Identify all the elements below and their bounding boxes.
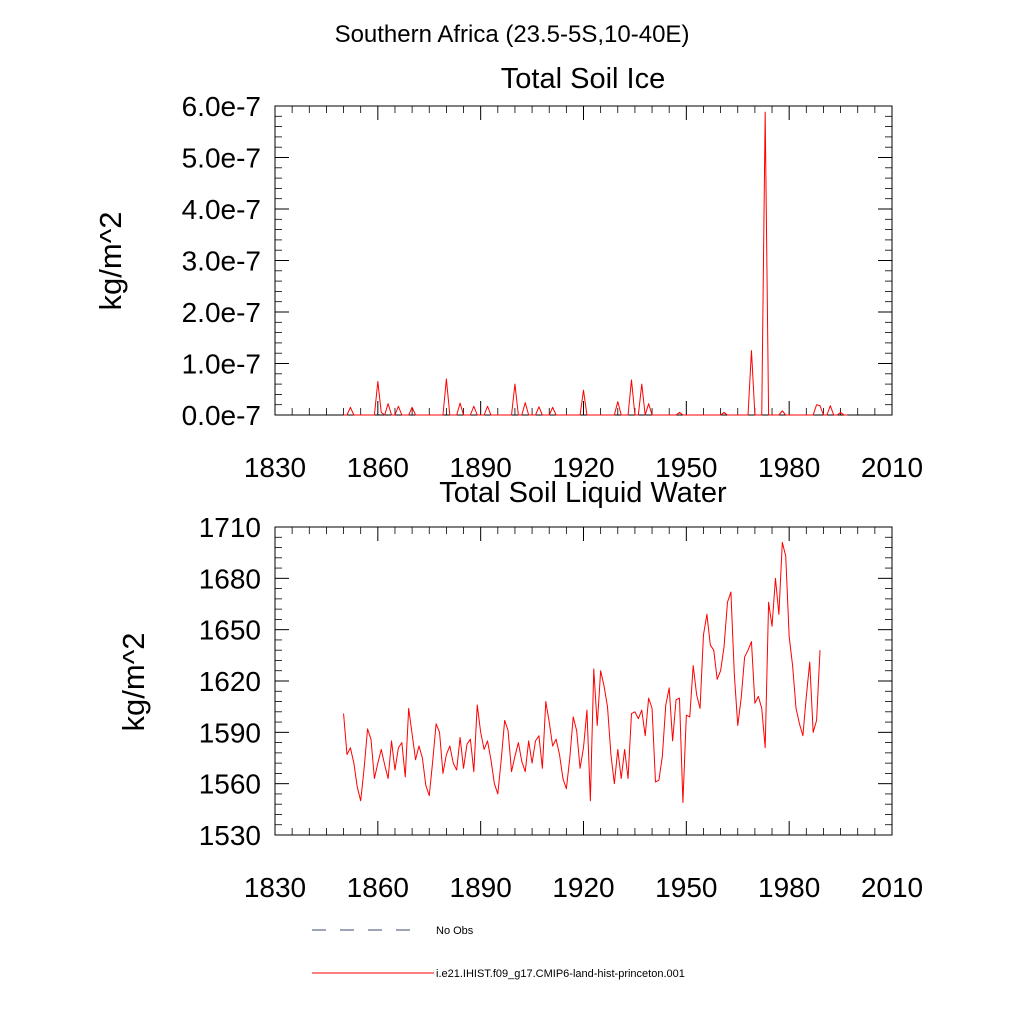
axis-ticks-total-soil-ice [274,105,893,416]
y-tick-label: 1710 [199,512,261,543]
chart-panel-total-soil-liquid-water: Total Soil Liquid Water kg/m^2 1830 1860 1… [116,477,923,903]
series-line-total-soil-liquid-water [343,541,821,803]
y-tick-label: 4.0e-7 [182,194,261,225]
x-tick-label: 1890 [450,872,512,903]
y-tick-label: 1620 [199,666,261,697]
y-tick-label: 3.0e-7 [182,246,261,277]
figure-suptitle: Southern Africa (23.5-5S,10-40E) [335,21,690,48]
y-tick-label: 0.0e-7 [182,400,261,431]
axis-ticks-total-soil-liquid-water [274,526,893,836]
axis-tick-labels-total-soil-liquid-water: 1830 1860 1890 1920 1950 1980 2010 1530 1560 1590… [199,512,923,903]
x-tick-label: 2010 [861,452,923,483]
y-axis-label-total-soil-liquid-water: kg/m^2 [116,633,151,732]
plot-frame-total-soil-ice [274,105,893,416]
legend-label-model-run: i.e21.IHIST.f09_g17.CMIP6-land-hist-prin… [436,968,685,980]
x-tick-label: 1830 [244,452,306,483]
x-tick-label: 1920 [552,452,614,483]
series-line-total-soil-ice [343,111,848,416]
x-tick-label: 2010 [861,872,923,903]
chart-title-total-soil-ice: Total Soil Ice [501,63,665,95]
y-tick-label: 1680 [199,563,261,594]
x-tick-label: 1890 [450,452,512,483]
chart-title-total-soil-liquid-water: Total Soil Liquid Water [439,477,727,509]
legend-label-no-obs: No Obs [436,925,474,937]
x-tick-label: 1830 [244,872,306,903]
y-tick-label: 1530 [199,820,261,851]
y-tick-label: 1650 [199,615,261,646]
axis-tick-labels-total-soil-ice: 1830 1860 1890 1920 1950 1980 2010 0.0e-7 1.0e-7… [182,91,924,483]
plot-frame-total-soil-liquid-water [274,526,893,836]
x-tick-label: 1860 [347,872,409,903]
y-tick-label: 1.0e-7 [182,349,261,380]
chart-panel-total-soil-ice: Total Soil Ice kg/m^2 1830 1860 1890 1920 19… [93,63,923,483]
legend: No Obs i.e21.IHIST.f09_g17.CMIP6-land-hi… [312,925,685,980]
y-axis-label-total-soil-ice: kg/m^2 [93,212,128,311]
x-tick-label: 1920 [552,872,614,903]
y-tick-label: 5.0e-7 [182,143,261,174]
x-tick-label: 1980 [758,872,820,903]
y-tick-label: 1560 [199,769,261,800]
y-tick-label: 2.0e-7 [182,297,261,328]
y-tick-label: 6.0e-7 [182,91,261,122]
x-tick-label: 1950 [655,872,717,903]
x-tick-label: 1980 [758,452,820,483]
x-tick-label: 1950 [655,452,717,483]
x-tick-label: 1860 [347,452,409,483]
y-tick-label: 1590 [199,717,261,748]
